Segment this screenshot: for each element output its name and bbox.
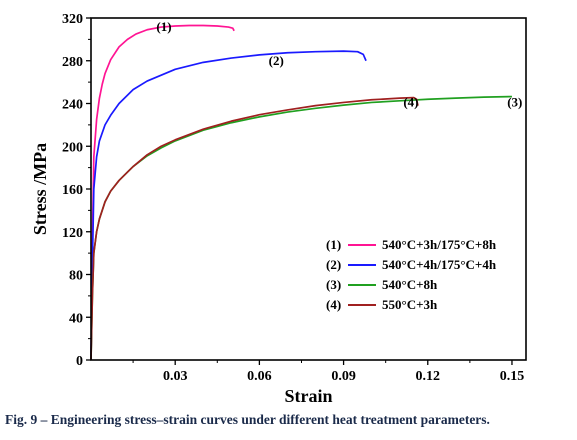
stress-strain-chart: 0 40 80 120 160 200 240 280 320 0.03 0.06 0.09 0.12 0… — [30, 12, 527, 406]
series-tag-1: (1) — [156, 19, 171, 34]
legend-tag-3: (3) — [326, 277, 341, 292]
chart-container: 0 40 80 120 160 200 240 280 320 0.03 0.06 0.09 0.12 0… — [30, 12, 527, 406]
x-tick-label: 0.15 — [500, 369, 525, 384]
figure-caption: Fig. 9 – Engineering stress–strain curve… — [5, 412, 490, 427]
legend-tag-1: (1) — [326, 237, 341, 252]
legend-tag-4: (4) — [326, 297, 341, 312]
y-tick-label: 0 — [76, 354, 83, 369]
x-tick-label: 0.06 — [247, 369, 272, 384]
y-axis-title: Stress /MPa — [30, 143, 50, 235]
series-tag-3: (3) — [507, 95, 522, 110]
legend-label-2: 540°C+4h/175°C+4h — [382, 257, 497, 272]
series-line-3 — [90, 95, 512, 361]
x-tick-label: 0.12 — [416, 369, 441, 384]
x-axis-title: Strain — [284, 386, 332, 406]
series-line-2 — [90, 50, 367, 361]
series-tag-2: (2) — [269, 53, 284, 68]
x-tick-label: 0.03 — [163, 369, 188, 384]
y-tick-label: 280 — [62, 55, 83, 70]
plot-frame — [90, 17, 527, 361]
legend: (1) 540°C+3h/175°C+8h (2) 540°C+4h/175°C+4h… — [326, 237, 497, 312]
series-line-1 — [90, 24, 235, 361]
series-line-4 — [90, 96, 419, 361]
legend-tag-2: (2) — [326, 257, 341, 272]
y-tick-label: 160 — [62, 183, 83, 198]
y-tick-label: 80 — [69, 269, 83, 284]
axes-layer: 0 40 80 120 160 200 240 280 320 0.03 0.06 0.09 0.12 0… — [62, 12, 527, 384]
y-tick-label: 320 — [62, 12, 83, 27]
y-tick-label: 120 — [62, 226, 83, 241]
series-layer — [90, 24, 512, 361]
y-tick-label: 40 — [69, 311, 83, 326]
legend-label-4: 550°C+3h — [382, 297, 438, 312]
y-tick-label: 240 — [62, 98, 83, 113]
series-tag-4: (4) — [403, 95, 418, 110]
series-tags: (1) (2) (3) (4) — [156, 19, 522, 110]
y-tick-label: 200 — [62, 140, 83, 155]
legend-label-3: 540°C+8h — [382, 277, 438, 292]
x-tick-label: 0.09 — [331, 369, 356, 384]
legend-label-1: 540°C+3h/175°C+8h — [382, 237, 497, 252]
